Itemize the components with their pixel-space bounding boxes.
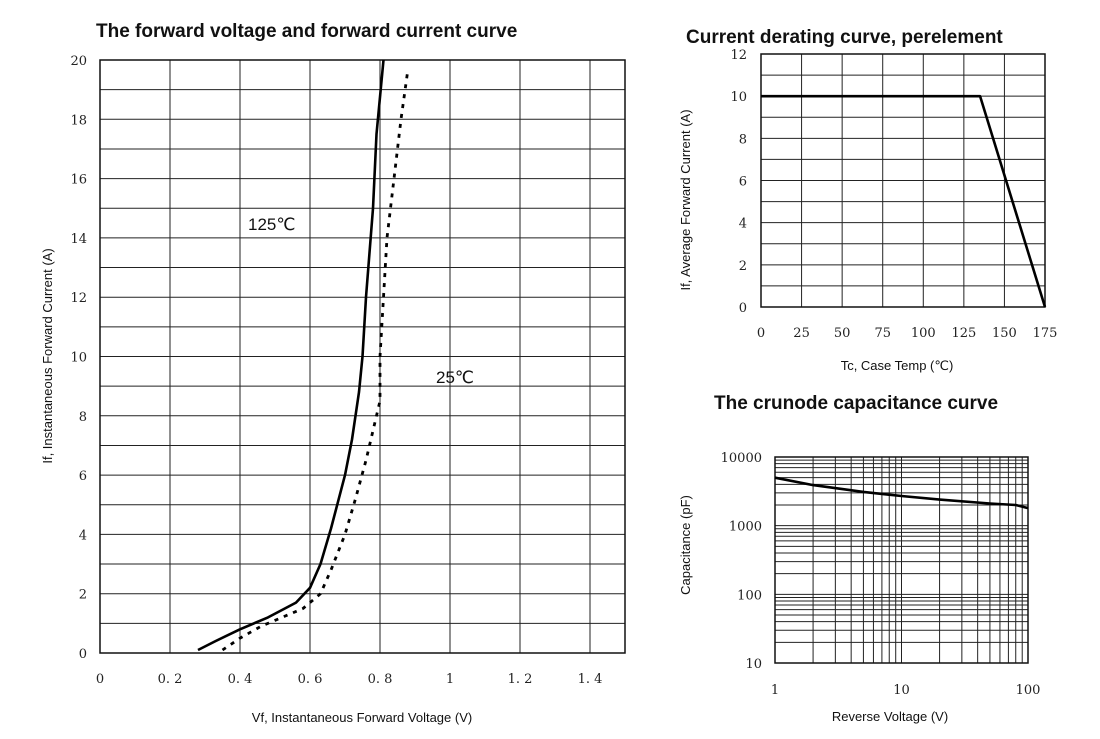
y-tick-label: 2 xyxy=(739,259,747,274)
x-tick-label: 150 xyxy=(992,326,1017,341)
x-tick-label: 100 xyxy=(1016,683,1041,698)
x-tick-label: 0. 2 xyxy=(158,672,183,687)
y-tick-label: 14 xyxy=(70,232,87,247)
x-axis-ticks: 0 0. 2 0. 4 0. 6 0. 8 1 1. 2 1. 4 xyxy=(96,672,603,687)
x-tick-label: 1 xyxy=(771,683,779,698)
y-tick-label: 16 xyxy=(70,173,87,188)
x-tick-label: 0. 4 xyxy=(228,672,253,687)
x-axis-label: Vf, Instantaneous Forward Voltage (V) xyxy=(252,710,472,725)
y-tick-label: 0 xyxy=(79,647,87,662)
x-axis-ticks: 0 25 50 75 100 125 150 175 xyxy=(757,326,1058,341)
y-axis-ticks: 0 2 4 6 8 10 12 xyxy=(730,48,747,316)
x-tick-label: 175 xyxy=(1033,326,1058,341)
capacitance-chart: The crunode capacitance curve 1 10 100 101… xyxy=(678,393,1040,724)
x-tick-label: 0 xyxy=(96,672,104,687)
y-tick-label: 1000 xyxy=(729,520,762,535)
y-tick-label: 6 xyxy=(739,175,747,190)
y-tick-label: 6 xyxy=(79,469,87,484)
x-tick-label: 100 xyxy=(911,326,936,341)
y-axis-label: If, Average Forward Current (A) xyxy=(678,109,693,290)
plot-frame xyxy=(760,53,1046,308)
y-tick-label: 8 xyxy=(739,132,747,147)
chart-title: The crunode capacitance curve xyxy=(714,393,998,414)
plot-frame xyxy=(99,59,626,654)
y-axis-label: Capacitance (pF) xyxy=(678,495,693,595)
y-tick-label: 0 xyxy=(739,301,747,316)
x-axis-ticks: 1 10 100 xyxy=(771,683,1041,698)
x-tick-label: 125 xyxy=(951,326,976,341)
chart-title: Current derating curve, perelement xyxy=(686,27,1003,48)
x-tick-label: 1. 2 xyxy=(508,672,533,687)
grid xyxy=(761,54,1045,307)
series-line-125c xyxy=(197,59,385,652)
y-tick-label: 10 xyxy=(730,90,747,105)
plot-frame xyxy=(774,456,1029,664)
y-axis-ticks: 10 100 1000 10000 xyxy=(721,451,762,672)
chart-title: The forward voltage and forward current … xyxy=(96,21,517,42)
y-tick-label: 20 xyxy=(70,54,87,69)
x-axis-label: Reverse Voltage (V) xyxy=(832,709,948,724)
x-axis-label: Tc, Case Temp (℃) xyxy=(841,358,954,373)
x-tick-label: 1. 4 xyxy=(578,672,603,687)
x-tick-label: 0 xyxy=(757,326,765,341)
y-tick-label: 4 xyxy=(79,528,87,543)
y-tick-label: 18 xyxy=(70,113,87,128)
forward-voltage-current-chart: The forward voltage and forward current … xyxy=(40,21,626,725)
y-tick-label: 2 xyxy=(79,588,87,603)
x-tick-label: 10 xyxy=(893,683,910,698)
y-tick-label: 100 xyxy=(737,588,762,603)
current-derating-chart: Current derating curve, perelement 0 25 50… xyxy=(678,27,1057,373)
annotation-125c: 125℃ xyxy=(248,215,295,234)
x-tick-label: 50 xyxy=(834,326,851,341)
y-tick-label: 10000 xyxy=(721,451,762,466)
x-tick-label: 25 xyxy=(793,326,810,341)
x-tick-label: 75 xyxy=(874,326,891,341)
series-line-derating xyxy=(761,94,1047,308)
x-tick-label: 0. 8 xyxy=(368,672,393,687)
x-tick-label: 1 xyxy=(446,672,454,687)
y-tick-label: 12 xyxy=(70,291,87,306)
series-line-capacitance xyxy=(774,476,1029,510)
y-axis-label: If, Instantaneous Forward Current (A) xyxy=(40,248,55,463)
y-tick-label: 8 xyxy=(79,410,87,425)
y-axis-ticks: 0 2 4 6 8 10 12 14 16 18 20 xyxy=(70,54,87,662)
y-tick-label: 4 xyxy=(739,217,747,232)
grid xyxy=(775,457,1028,663)
y-tick-label: 10 xyxy=(745,657,762,672)
grid xyxy=(100,60,625,653)
x-tick-label: 0. 6 xyxy=(298,672,323,687)
y-tick-label: 10 xyxy=(70,351,87,366)
annotation-25c: 25℃ xyxy=(436,368,474,387)
y-tick-label: 12 xyxy=(730,48,747,63)
